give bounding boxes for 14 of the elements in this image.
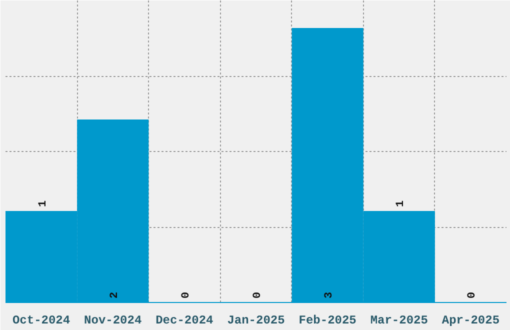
- x-tick-label: Feb-2025: [298, 314, 356, 328]
- data-label: 1: [37, 200, 50, 207]
- x-tick-label: Oct-2024: [12, 314, 70, 328]
- x-tick-label: Nov-2024: [84, 314, 142, 328]
- x-tick-label: Jan-2025: [227, 314, 285, 328]
- data-label: 1: [395, 200, 408, 207]
- x-tick-label: Mar-2025: [370, 314, 428, 328]
- data-label: 3: [324, 292, 336, 298]
- data-label: 0: [180, 292, 192, 298]
- x-tick-label: Dec-2024: [156, 314, 214, 328]
- data-label: 0: [252, 292, 264, 298]
- data-label: 2: [108, 292, 121, 298]
- x-tick-label: Apr-2025: [442, 314, 500, 328]
- data-label: 0: [466, 292, 479, 298]
